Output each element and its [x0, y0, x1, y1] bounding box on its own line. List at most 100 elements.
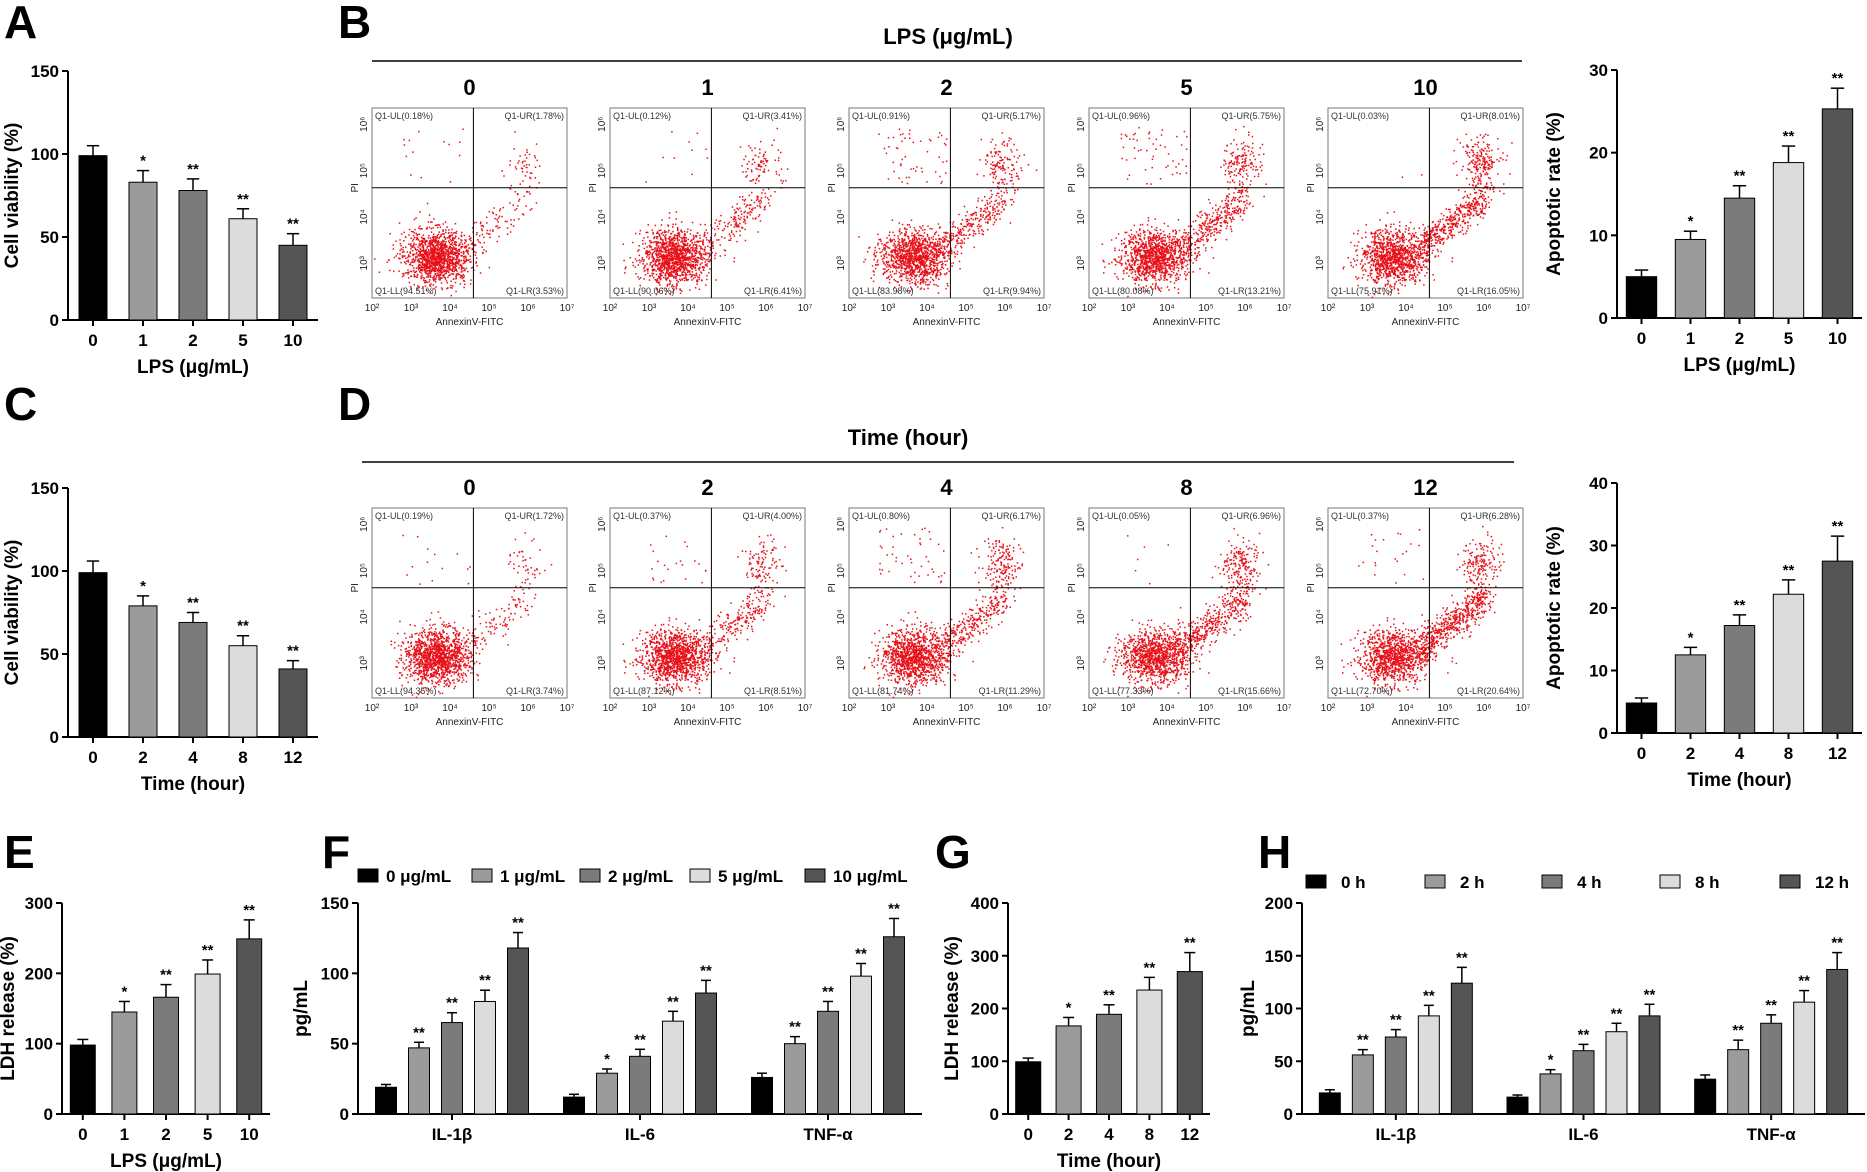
- f-xtick-label: IL-6: [625, 1125, 655, 1144]
- a-xtick-label: 5: [238, 331, 247, 350]
- g-ytick-label: 300: [971, 947, 999, 966]
- d-flow-y-axis-label: PI: [1306, 583, 1317, 592]
- c-ytick-label: 0: [50, 728, 59, 747]
- a-bar: [278, 244, 308, 321]
- c-significance: **: [187, 595, 199, 612]
- d-flow-quadrant-ur: Q1-UR(1.72%): [504, 511, 564, 521]
- h-significance: **: [1456, 949, 1468, 966]
- g-significance: **: [1103, 987, 1115, 1004]
- b-bar-significance: **: [1783, 128, 1795, 145]
- b-flow-x-tick: 10²: [842, 303, 857, 314]
- c-xtick-label: 12: [284, 748, 303, 767]
- g-ytick-label: 400: [971, 894, 999, 913]
- d-flow-y-axis-label: PI: [827, 583, 838, 592]
- b-flow-plot-title: 0: [463, 75, 475, 100]
- e-x-axis-label: LPS (μg/mL): [110, 1151, 222, 1172]
- h-legend-swatch: [1424, 874, 1446, 889]
- d-flow-x-tick: 10²: [842, 703, 857, 714]
- g-bar: [1136, 989, 1163, 1115]
- h-ytick-label: 0: [1284, 1105, 1293, 1124]
- b-flow-quadrant-ul: Q1-UL(0.18%): [375, 111, 433, 121]
- c-ytick-label: 50: [40, 645, 59, 664]
- d-flow-quadrant-lr: Q1-LR(8.51%): [744, 686, 802, 696]
- d-flow-quadrant-lr: Q1-LR(3.74%): [506, 686, 564, 696]
- b-flow-x-tick: 10⁴: [680, 303, 695, 314]
- h-bar: [1506, 1096, 1529, 1115]
- d-bar-xtick-label: 2: [1686, 744, 1695, 763]
- d-flow-y-tick: 10⁶: [359, 517, 370, 532]
- b-flow-y-tick: 10⁴: [1076, 209, 1087, 224]
- h-bar: [1760, 1022, 1783, 1115]
- c-bar: [178, 621, 208, 738]
- d-flow-plot-title: 4: [940, 475, 953, 500]
- d-bar-x-axis-label: Time (hour): [1687, 770, 1791, 791]
- d-flow-x-tick: 10²: [603, 703, 618, 714]
- a-ytick-label: 100: [31, 145, 59, 164]
- a-xtick-label: 10: [284, 331, 303, 350]
- d-flow-event-dots: [1103, 527, 1270, 698]
- f-ytick-label: 100: [321, 964, 349, 983]
- h-legend-label: 2 h: [1460, 873, 1485, 892]
- d-flow-x-tick: 10⁴: [680, 703, 695, 714]
- b-flow-y-axis-label: PI: [588, 183, 599, 192]
- b-bar-significance: *: [1688, 213, 1694, 230]
- h-bar: [1417, 1015, 1440, 1115]
- d-flow-quadrant-ur: Q1-UR(6.28%): [1460, 511, 1520, 521]
- d-flow-x-tick: 10³: [1121, 703, 1136, 714]
- d-flow-y-tick: 10⁵: [1315, 563, 1326, 578]
- panel-letter-b: B: [338, 0, 371, 48]
- b-flow-event-dots: [622, 127, 789, 296]
- b-flow-y-tick: 10⁴: [597, 209, 608, 224]
- f-bar: [784, 1043, 806, 1115]
- b-flow-plot-frame: [1088, 107, 1285, 299]
- f-legend-swatch: [689, 868, 711, 883]
- a-xtick-label: 2: [188, 331, 197, 350]
- e-ytick-label: 0: [44, 1105, 53, 1124]
- d-flow-y-axis-label: PI: [350, 583, 361, 592]
- e-ytick-label: 300: [25, 894, 53, 913]
- b-flow-x-tick: 10³: [881, 303, 896, 314]
- b-flow-x-tick: 10⁶: [1237, 303, 1252, 314]
- h-bar: [1539, 1073, 1562, 1115]
- f-bar: [474, 1000, 496, 1115]
- d-flow-quadrant-ul: Q1-UL(0.80%): [852, 511, 910, 521]
- b-flow-plot-title: 10: [1413, 75, 1437, 100]
- c-x-axis-label: Time (hour): [141, 774, 245, 795]
- b-bar-xtick-label: 1: [1686, 329, 1695, 348]
- a-xtick-label: 0: [88, 331, 97, 350]
- d-flow-x-tick: 10⁵: [481, 703, 496, 714]
- b-flow-x-tick: 10⁷: [1277, 303, 1292, 314]
- e-bar: [111, 1011, 138, 1115]
- h-significance: *: [1548, 1052, 1554, 1069]
- h-ytick-label: 100: [1265, 1000, 1293, 1019]
- b-flow-x-tick: 10⁵: [1198, 303, 1213, 314]
- d-flow-x-tick: 10²: [365, 703, 380, 714]
- h-bar: [1384, 1036, 1407, 1115]
- b-flow-y-tick: 10⁶: [1315, 117, 1326, 132]
- d-flow-y-tick: 10³: [1076, 655, 1087, 670]
- d-flow-quadrant-ur: Q1-UR(4.00%): [742, 511, 802, 521]
- d-flow-y-tick: 10⁶: [597, 517, 608, 532]
- d-flow-event-dots: [1340, 525, 1505, 698]
- f-bar: [883, 936, 905, 1115]
- d-flow-x-axis-label: AnnexinV-FITC: [913, 717, 981, 728]
- d-flow-x-axis-label: AnnexinV-FITC: [1153, 717, 1221, 728]
- d-bar-xtick-label: 8: [1784, 744, 1793, 763]
- f-y-axis-label: pg/mL: [291, 980, 312, 1037]
- b-flow-x-tick: 10²: [1321, 303, 1336, 314]
- d-flow-quadrant-lr: Q1-LR(15.66%): [1218, 686, 1281, 696]
- b-bar-bar: [1723, 197, 1756, 319]
- b-flow-event-dots: [858, 128, 1038, 294]
- g-x-axis-label: Time (hour): [1057, 1151, 1161, 1172]
- d-flow-y-tick: 10⁴: [1076, 609, 1087, 624]
- h-significance: **: [1390, 1012, 1402, 1029]
- f-legend-label: 0 μg/mL: [386, 867, 451, 886]
- h-legend-swatch: [1659, 874, 1681, 889]
- b-flow-x-axis-label: AnnexinV-FITC: [913, 317, 981, 328]
- d-flow-plot-frame: [1327, 507, 1524, 699]
- d-flow-x-tick: 10⁴: [442, 703, 457, 714]
- d-bar-significance: **: [1783, 562, 1795, 579]
- h-legend-label: 4 h: [1577, 873, 1602, 892]
- f-significance: **: [512, 915, 524, 932]
- e-ytick-label: 100: [25, 1035, 53, 1054]
